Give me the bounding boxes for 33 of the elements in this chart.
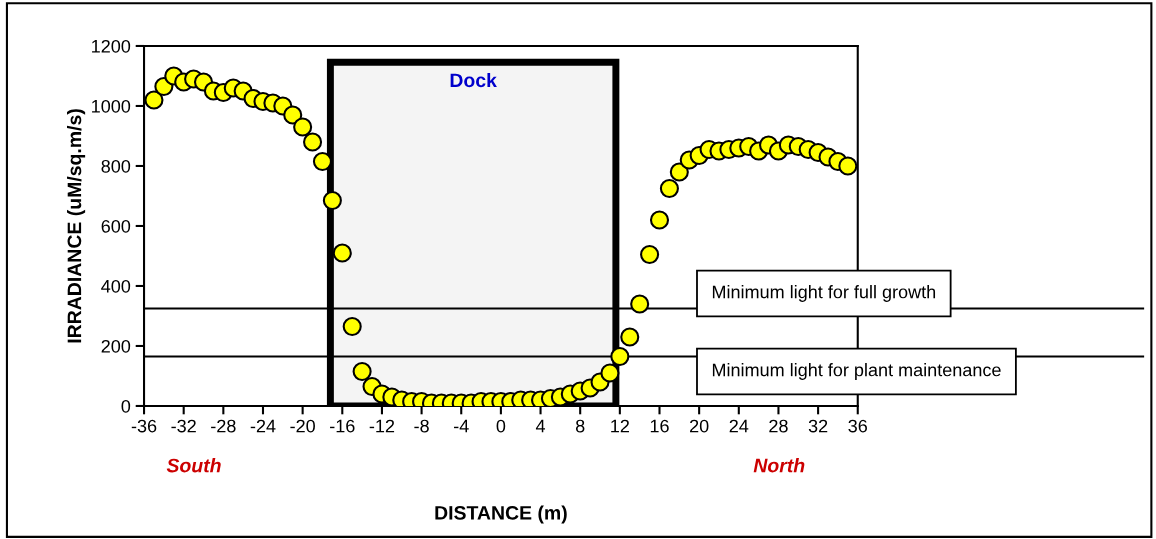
x-tick-label: 4 — [535, 419, 546, 433]
x-tick-label: -8 — [414, 419, 429, 433]
x-tick-label: -20 — [290, 419, 315, 433]
x-tick-label: 8 — [575, 419, 585, 433]
y-tick-label: 1200 — [92, 39, 131, 53]
x-tick-label: -12 — [369, 419, 395, 433]
ref-line-label: Minimum light for full growth — [712, 285, 936, 302]
ref-line-label: Minimum light for plant maintenance — [712, 363, 1001, 380]
text: North — [753, 458, 805, 473]
x-tick-label: -4 — [454, 419, 469, 433]
x-tick-label: 20 — [690, 419, 709, 433]
x-tick-label: 16 — [650, 419, 669, 433]
x-tick-label: 0 — [496, 419, 506, 433]
x-axis-title: DISTANCE (m) — [435, 505, 567, 524]
y-tick-label: 1000 — [92, 99, 131, 113]
x-tick-label: 24 — [729, 419, 749, 433]
x-tick-label: 28 — [769, 419, 788, 433]
x-tick-label: -28 — [211, 419, 236, 433]
x-tick-label: -32 — [171, 419, 196, 433]
x-tick-label: 32 — [808, 419, 828, 433]
y-tick-label: 0 — [121, 399, 131, 413]
x-tick-label: -36 — [131, 419, 157, 433]
x-tick-label: 36 — [848, 419, 867, 433]
y-tick-label: 800 — [101, 159, 131, 173]
text: South — [166, 458, 221, 473]
y-tick-label: 200 — [101, 339, 131, 353]
y-tick-label: 400 — [101, 279, 131, 293]
x-tick-label: -16 — [330, 419, 355, 433]
band-label: Dock — [450, 72, 497, 88]
y-axis-title: IRRADIANCE (uM/sq.m/s) — [67, 109, 86, 343]
x-tick-label: -24 — [250, 419, 276, 433]
x-tick-label: 12 — [611, 419, 629, 433]
y-tick-label: 600 — [101, 219, 131, 233]
